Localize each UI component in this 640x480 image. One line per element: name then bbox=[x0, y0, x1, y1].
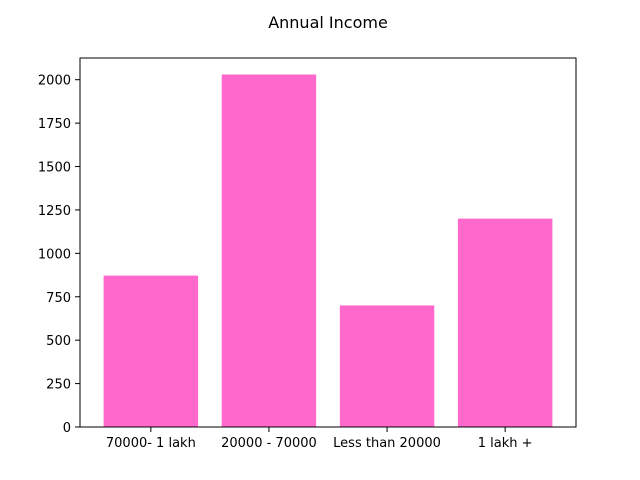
bar-2 bbox=[339, 305, 435, 427]
y-tick-label-1: 250 bbox=[46, 378, 71, 393]
bar-1 bbox=[221, 74, 317, 428]
y-tick-label-2: 500 bbox=[46, 334, 71, 349]
y-tick-label-0: 0 bbox=[63, 421, 71, 436]
plot-frame bbox=[79, 57, 577, 428]
bar-3 bbox=[457, 218, 553, 427]
y-tick-label-3: 750 bbox=[46, 291, 71, 306]
y-tick-label-5: 1250 bbox=[38, 204, 71, 219]
chart-title: Annual Income bbox=[268, 13, 388, 32]
bar-0 bbox=[103, 275, 199, 427]
y-tick-label-8: 2000 bbox=[38, 74, 71, 89]
y-tick-label-6: 1500 bbox=[38, 161, 71, 176]
x-tick-label-3: 1 lakh + bbox=[478, 436, 533, 451]
x-tick-label-1: 20000 - 70000 bbox=[221, 436, 317, 451]
y-axis: 0 250 500 750 1000 1250 1500 1750 2000 bbox=[38, 74, 80, 436]
y-tick-label-4: 1000 bbox=[38, 247, 71, 262]
x-axis: 70000- 1 lakh 20000 - 70000 Less than 2000… bbox=[106, 427, 533, 451]
bars-layer bbox=[103, 74, 553, 428]
x-tick-label-0: 70000- 1 lakh bbox=[106, 436, 196, 451]
x-tick-label-2: Less than 20000 bbox=[333, 436, 441, 451]
y-tick-label-7: 1750 bbox=[38, 117, 71, 132]
